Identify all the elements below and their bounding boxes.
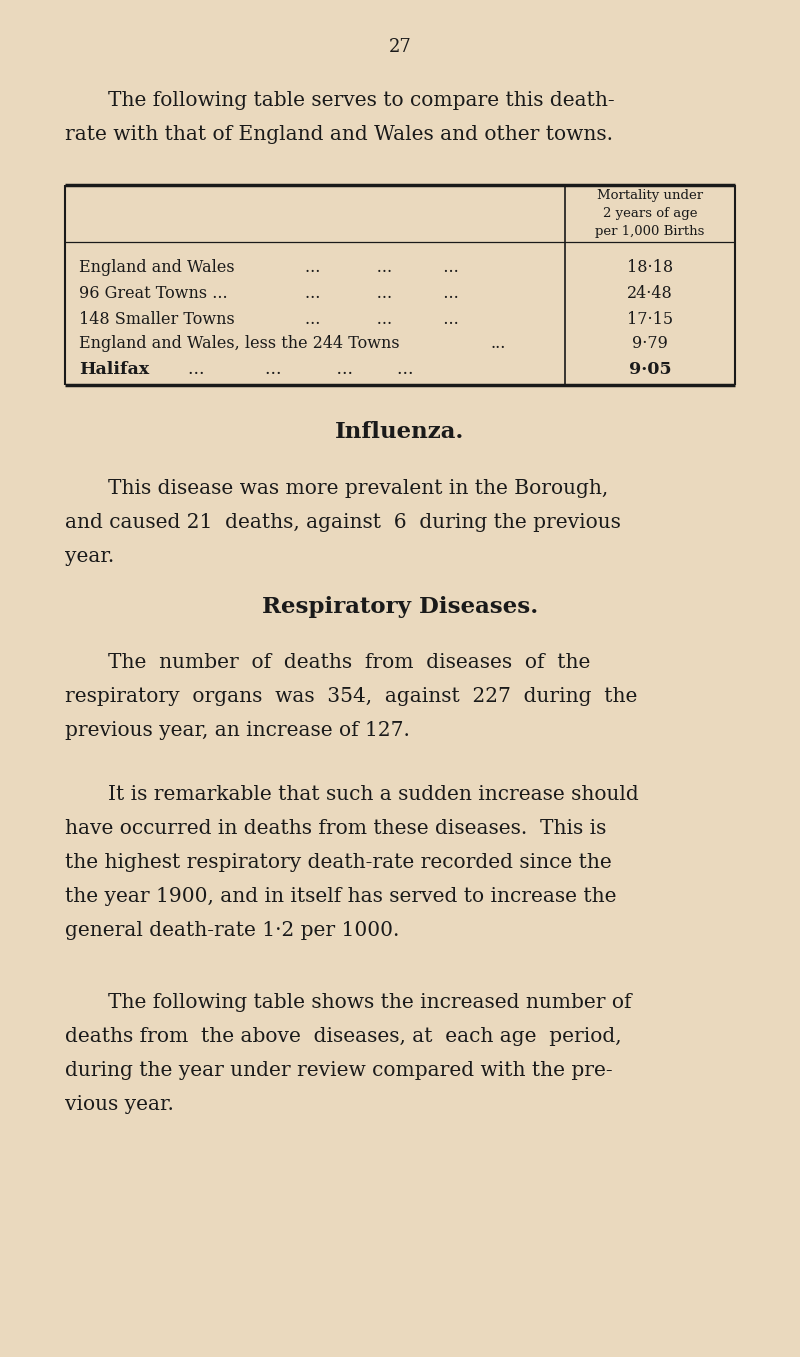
- Text: respiratory  organs  was  354,  against  227  during  the: respiratory organs was 354, against 227 …: [65, 687, 638, 706]
- Text: 27: 27: [389, 38, 411, 56]
- Text: ...           ...          ...: ... ... ...: [305, 311, 458, 327]
- Text: the year 1900, and in itself has served to increase the: the year 1900, and in itself has served …: [65, 887, 617, 906]
- Text: The  number  of  deaths  from  diseases  of  the: The number of deaths from diseases of th…: [108, 653, 590, 672]
- Text: 9·79: 9·79: [632, 335, 668, 353]
- Text: 9·05: 9·05: [629, 361, 671, 377]
- Text: 17·15: 17·15: [627, 311, 673, 327]
- Text: 24·48: 24·48: [627, 285, 673, 301]
- Text: and caused 21  deaths, against  6  during the previous: and caused 21 deaths, against 6 during t…: [65, 513, 621, 532]
- Text: 96 Great Towns ...: 96 Great Towns ...: [79, 285, 228, 301]
- Text: the highest respiratory death-rate recorded since the: the highest respiratory death-rate recor…: [65, 854, 612, 873]
- Text: ...: ...: [490, 335, 506, 353]
- Text: general death-rate 1·2 per 1000.: general death-rate 1·2 per 1000.: [65, 921, 399, 940]
- Text: deaths from  the above  diseases, at  each age  period,: deaths from the above diseases, at each …: [65, 1026, 622, 1045]
- Text: England and Wales, less the 244 Towns: England and Wales, less the 244 Towns: [79, 335, 400, 353]
- Text: The following table serves to compare this death-: The following table serves to compare th…: [108, 91, 614, 110]
- Text: year.: year.: [65, 547, 114, 566]
- Text: previous year, an increase of 127.: previous year, an increase of 127.: [65, 721, 410, 740]
- Text: 148 Smaller Towns: 148 Smaller Towns: [79, 311, 234, 327]
- Text: rate with that of England and Wales and other towns.: rate with that of England and Wales and …: [65, 125, 613, 144]
- Text: vious year.: vious year.: [65, 1095, 174, 1114]
- Text: during the year under review compared with the pre-: during the year under review compared wi…: [65, 1061, 613, 1080]
- Text: 18·18: 18·18: [627, 258, 673, 275]
- Text: Respiratory Diseases.: Respiratory Diseases.: [262, 596, 538, 617]
- Text: ...           ...          ...: ... ... ...: [305, 258, 458, 275]
- Text: Mortality under
2 years of age
per 1,000 Births: Mortality under 2 years of age per 1,000…: [595, 189, 705, 239]
- Text: ...           ...          ...        ...: ... ... ... ...: [188, 361, 414, 377]
- Text: have occurred in deaths from these diseases.  This is: have occurred in deaths from these disea…: [65, 820, 606, 839]
- Text: The following table shows the increased number of: The following table shows the increased …: [108, 992, 631, 1011]
- Text: Halifax: Halifax: [79, 361, 149, 377]
- Text: It is remarkable that such a sudden increase should: It is remarkable that such a sudden incr…: [108, 786, 638, 805]
- Text: This disease was more prevalent in the Borough,: This disease was more prevalent in the B…: [108, 479, 608, 498]
- Text: ...           ...          ...: ... ... ...: [305, 285, 458, 301]
- Text: Influenza.: Influenza.: [335, 421, 465, 442]
- Text: England and Wales: England and Wales: [79, 258, 234, 275]
